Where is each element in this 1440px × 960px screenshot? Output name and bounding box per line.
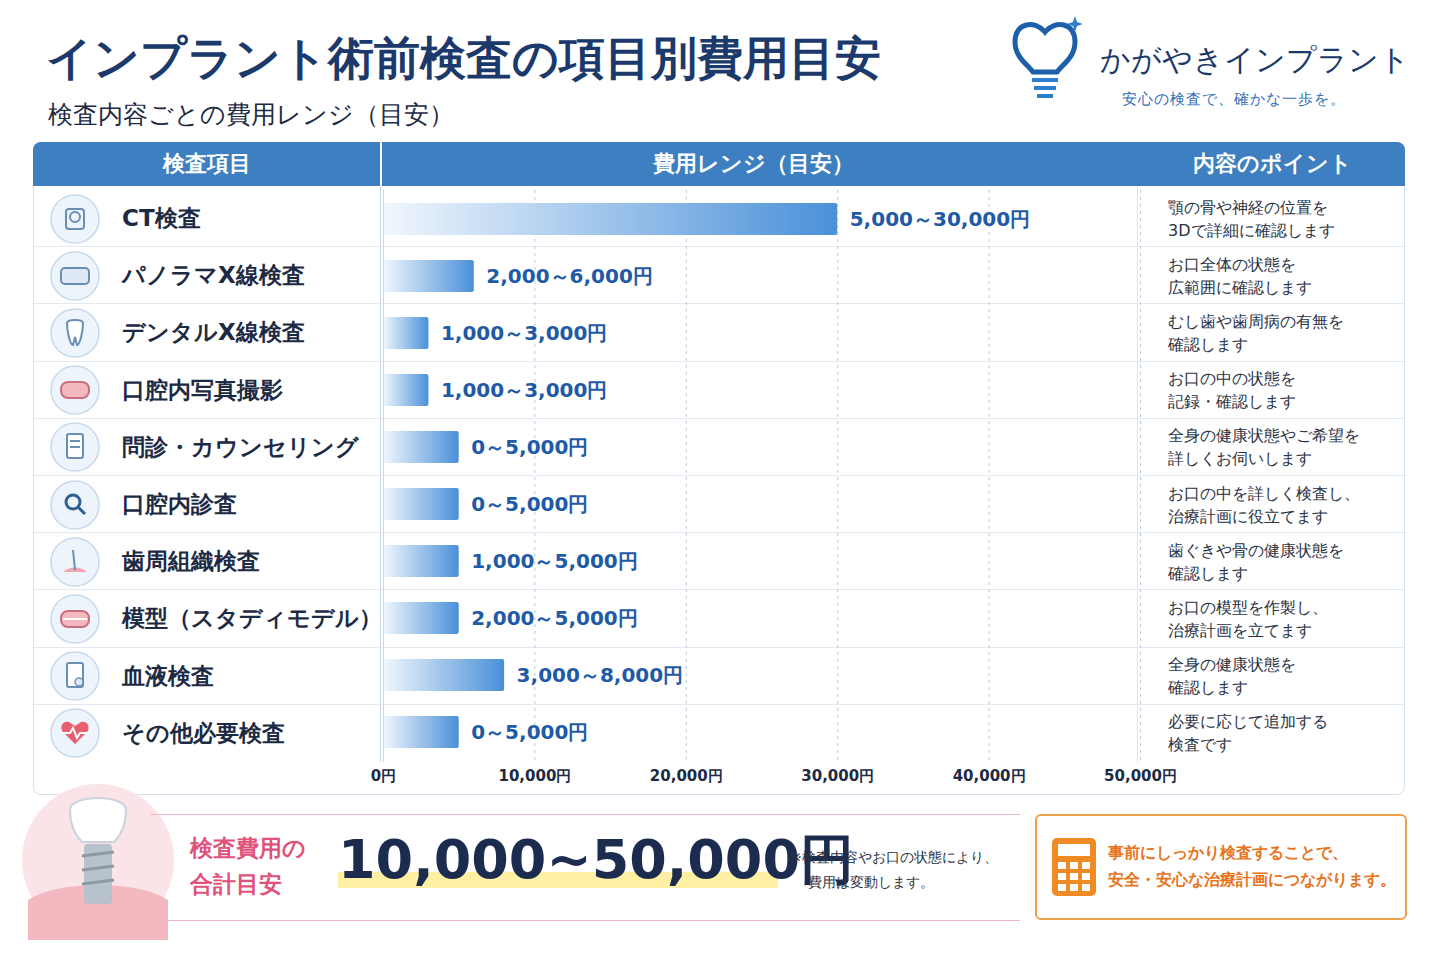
html-text:広範囲に確認します: 広範囲に確認します [1168, 277, 1312, 297]
html-text:記録・確認します: 記録・確認します [1168, 392, 1296, 412]
html-text:治療計画に役立てます: 治療計画に役立てます [1168, 506, 1328, 526]
html-text:血液検査: 血液検査 [122, 662, 214, 689]
html-text:お口の中を詳しく検査し、: お口の中を詳しく検査し、 [1168, 483, 1360, 503]
html-text:顎の骨や神経の位置を: 顎の骨や神経の位置を [1168, 197, 1328, 217]
html-text:確認します: 確認します [1168, 678, 1248, 698]
html-text:口腔内写真撮影: 口腔内写真撮影 [122, 376, 283, 403]
svg-text:0～5,000円: 0～5,000円 [471, 720, 588, 744]
svg-text:1,000～3,000円: 1,000～3,000円 [441, 378, 608, 402]
html-text:治療計画を立てます: 治療計画を立てます [1168, 621, 1312, 640]
html-text:お口の模型を作製し、: お口の模型を作製し、 [1168, 598, 1328, 617]
html-text:安全・安心な治療計画につながります。: 安全・安心な治療計画につながります。 [1108, 871, 1396, 889]
svg-text:5,000～30,000円: 5,000～30,000円 [850, 207, 1030, 231]
html-text:10,000~50,000円: 10,000~50,000円 [338, 828, 854, 891]
svg-text:50,000円: 50,000円 [1104, 767, 1177, 785]
html-text:検査費用の: 検査費用の [190, 835, 306, 861]
html-text:CT検査: CT検査 [122, 205, 201, 231]
svg-text:20,000円: 20,000円 [650, 767, 723, 785]
html-text:検査内容ごとの費用レンジ（目安）: 検査内容ごとの費用レンジ（目安） [48, 100, 454, 129]
html-text:かがやきインプラント: かがやきインプラント [1100, 42, 1410, 77]
html-text:全身の健康状態やご希望を: 全身の健康状態やご希望を [1168, 426, 1360, 446]
html-text:口腔内診査: 口腔内診査 [122, 491, 237, 517]
svg-text:2,000～6,000円: 2,000～6,000円 [486, 264, 653, 288]
html-text:歯周組織検査: 歯周組織検査 [122, 548, 260, 575]
html-text:費用レンジ（目安）: 費用レンジ（目安） [652, 151, 854, 176]
html-text:模型（スタディモデル）: 模型（スタディモデル） [122, 605, 382, 632]
svg-text:3,000～8,000円: 3,000～8,000円 [517, 663, 684, 687]
html-text:3Dで詳細に確認します: 3Dで詳細に確認します [1168, 220, 1335, 240]
svg-text:2,000～5,000円: 2,000～5,000円 [471, 606, 638, 630]
html-text:お口全体の状態を: お口全体の状態を [1168, 254, 1296, 274]
html-text:確認します: 確認します [1168, 563, 1248, 583]
html-text:事前にしっかり検査することで、: 事前にしっかり検査することで、 [1108, 844, 1348, 862]
html-text:問診・カウンセリング: 問診・カウンセリング [122, 433, 359, 460]
svg-text:1,000～5,000円: 1,000～5,000円 [471, 549, 638, 573]
html-text:必要に応じて追加する: 必要に応じて追加する [1168, 712, 1328, 732]
html-text:※検査内容やお口の状態により、: ※検査内容やお口の状態により、 [790, 849, 998, 865]
html-text:詳しくお伺いします: 詳しくお伺いします [1168, 449, 1312, 469]
html-text:安心の検査で、確かな一歩を。: 安心の検査で、確かな一歩を。 [1122, 90, 1346, 108]
html-text:内容のポイント: 内容のポイント [1193, 151, 1352, 176]
html-text:検査です: 検査です [1168, 735, 1232, 755]
html-text:費用は変動します。: 費用は変動します。 [808, 874, 934, 890]
svg-text:30,000円: 30,000円 [801, 767, 874, 785]
svg-text:40,000円: 40,000円 [953, 767, 1026, 785]
html-text:その他必要検査: その他必要検査 [122, 719, 285, 746]
html-text:検査項目: 検査項目 [162, 151, 251, 176]
html-text:確認します: 確認します [1168, 335, 1248, 354]
html-text:合計目安: 合計目安 [190, 871, 282, 897]
html-text:お口の中の状態を: お口の中の状態を [1168, 369, 1296, 389]
html-text:全身の健康状態を: 全身の健康状態を [1168, 655, 1296, 675]
html-text:歯ぐきや骨の健康状態を: 歯ぐきや骨の健康状態を [1168, 540, 1344, 560]
html-text:むし歯や歯周病の有無を: むし歯や歯周病の有無を [1168, 312, 1344, 331]
svg-text:0～5,000円: 0～5,000円 [471, 435, 588, 459]
svg-text:1,000～3,000円: 1,000～3,000円 [441, 321, 608, 345]
html-text:インプラント術前検査の項目別費用目安: インプラント術前検査の項目別費用目安 [46, 31, 881, 85]
svg-text:0～5,000円: 0～5,000円 [471, 492, 588, 516]
html-text:デンタルX線検査: デンタルX線検査 [122, 319, 305, 346]
html-text:パノラマX線検査: パノラマX線検査 [122, 262, 305, 289]
svg-text:10,000円: 10,000円 [498, 767, 571, 785]
svg-text:0円: 0円 [371, 767, 396, 785]
